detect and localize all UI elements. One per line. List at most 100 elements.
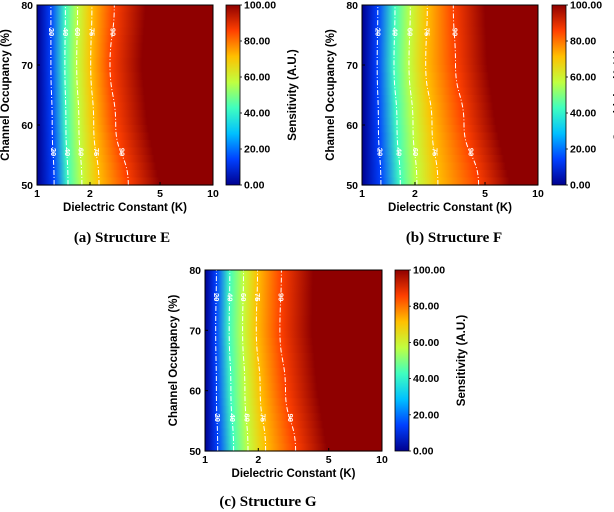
heatmap-row [205, 292, 382, 301]
heatmap-row [37, 102, 213, 111]
contour-label-75: 75 [431, 148, 440, 156]
heatmap-row [362, 177, 538, 186]
heatmap-row [205, 315, 382, 324]
colorbar-scale [225, 4, 241, 186]
y-tick-label: 80 [21, 0, 33, 12]
x-tick-label: 10 [376, 454, 388, 466]
contour-label-75: 75 [92, 148, 101, 156]
heatmap-row [205, 368, 382, 377]
heatmap-row [205, 322, 382, 331]
heatmap-field [205, 270, 382, 452]
heatmap-row [37, 50, 213, 59]
heatmap-field [362, 5, 538, 186]
heatmap-row [205, 277, 382, 286]
heatmap-row [362, 162, 538, 171]
heatmap-row [37, 72, 213, 81]
heatmap-row [37, 87, 213, 96]
heatmap-row [37, 20, 213, 29]
heatmap-row [362, 155, 538, 164]
x-tick-label: 2 [412, 188, 418, 200]
contour-label-75: 75 [253, 293, 262, 301]
heatmap-row [37, 170, 213, 179]
x-tick-label: 1 [34, 188, 40, 200]
contour-label-40: 40 [61, 28, 70, 36]
heatmap-row [205, 300, 382, 309]
colorbar-tick-label: 0.00 [244, 180, 265, 192]
x-tick-label: 10 [207, 188, 219, 200]
panel-caption: (b) Structure F [406, 230, 502, 246]
contour-label-75: 75 [423, 28, 432, 36]
heatmap-row [362, 147, 538, 156]
x-tick-label: 5 [157, 188, 163, 200]
contour-line-90 [452, 4, 480, 186]
contour-label-60: 60 [76, 148, 85, 156]
heatmap-field [37, 5, 213, 186]
heatmap-row [362, 110, 538, 119]
x-axis-label: Dielectric Constant (K) [388, 202, 512, 214]
y-tick-label: 80 [189, 265, 201, 277]
heatmap-row [205, 435, 382, 445]
contour-label-20: 20 [47, 28, 56, 36]
colorbar-scale [394, 269, 410, 452]
x-tick-label: 5 [326, 454, 332, 466]
x-tick-label: 1 [202, 454, 208, 466]
x-axis: 1 2 5 10 Dielectric Constant (K) [202, 448, 388, 480]
heatmap-row [37, 12, 213, 21]
heatmap-row [205, 428, 382, 437]
contour-line-40 [228, 269, 235, 452]
plot-frame [361, 4, 539, 186]
y-axis-label: Channel Occupancy (%) [0, 29, 12, 161]
y-tick-label: 60 [21, 120, 33, 132]
heatmap-row [205, 352, 382, 362]
heatmap-row [362, 42, 538, 51]
heatmap-row [37, 65, 213, 74]
colorbar-label: Sensitivity (A.U.) [456, 315, 468, 407]
heatmap-row [37, 57, 213, 66]
heatmap-row [37, 155, 213, 164]
contour-label-60: 60 [411, 148, 420, 156]
y-tick-label: 70 [21, 60, 33, 72]
heatmap-row [37, 140, 213, 149]
heatmap-row [205, 330, 382, 339]
contour-label-90: 90 [286, 414, 295, 422]
contour-label-40: 40 [226, 293, 235, 301]
contour-label-75: 75 [87, 28, 96, 36]
y-tick-label: 80 [346, 0, 358, 12]
colorbar-tick-label: 0.00 [570, 180, 591, 192]
colorbar-tick-label: 40.00 [570, 108, 596, 120]
heatmap-row [37, 5, 213, 14]
contour-label-60: 60 [73, 28, 82, 36]
y-axis: 50 60 70 80 Channel Occupancy (%) [0, 0, 40, 192]
heatmap-row [362, 72, 538, 81]
heatmap-row [362, 87, 538, 96]
colorbar: 0.0020.0040.0060.0080.00100.00Sensitivit… [551, 0, 614, 192]
contour-label-20: 20 [376, 148, 385, 156]
heatmap-row [362, 50, 538, 59]
panel-caption: (a) Structure E [74, 230, 170, 246]
heatmap-row [205, 375, 382, 384]
contour-label-60: 60 [242, 414, 251, 422]
colorbar-tick-label: 20.00 [570, 144, 596, 156]
contour-label-90: 90 [108, 28, 117, 36]
y-tick-label: 50 [189, 446, 201, 458]
heatmap-row [362, 20, 538, 29]
contour-label-60: 60 [406, 28, 415, 36]
x-tick-label: 2 [87, 188, 93, 200]
x-axis-label: Dielectric Constant (K) [63, 202, 187, 214]
contour-lines: 20 20 40 40 60 60 75 75 90 90 [212, 269, 297, 452]
contour-label-40: 40 [391, 28, 400, 36]
heatmap-row [37, 42, 213, 51]
colorbar-tick-label: 60.00 [570, 72, 596, 84]
contour-label-90: 90 [117, 148, 126, 156]
x-tick-label: 1 [359, 188, 365, 200]
heatmap-row [37, 162, 213, 171]
heatmap-row [37, 177, 213, 186]
x-tick-label: 10 [532, 188, 544, 200]
contour-label-40: 40 [63, 148, 72, 156]
y-axis-label: Channel Occupancy (%) [325, 29, 337, 161]
plot-frame [204, 269, 383, 452]
heatmap-row [362, 57, 538, 66]
y-axis-label: Channel Occupancy (%) [168, 295, 180, 427]
